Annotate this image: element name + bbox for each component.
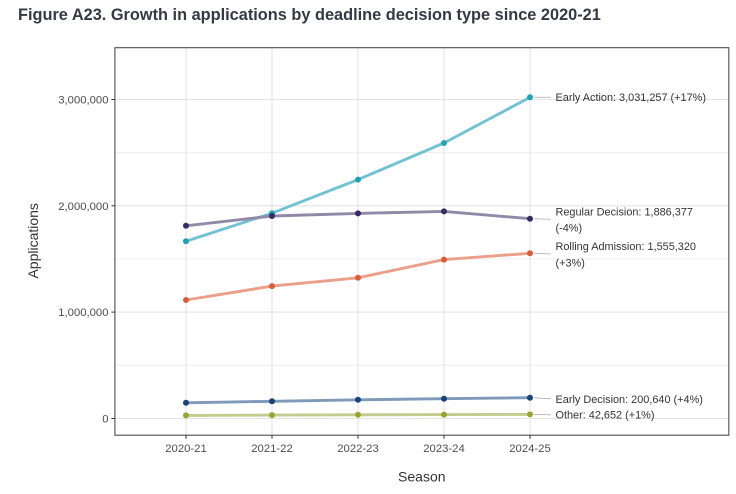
svg-text:2024-25: 2024-25	[509, 443, 550, 455]
svg-text:2023-24: 2023-24	[423, 443, 464, 455]
svg-text:1,000,000: 1,000,000	[58, 307, 108, 319]
svg-text:2020-21: 2020-21	[165, 443, 206, 455]
svg-text:2022-23: 2022-23	[337, 443, 378, 455]
svg-text:0: 0	[102, 414, 108, 426]
svg-text:Figure A23. Growth in applicat: Figure A23. Growth in applications by de…	[18, 6, 601, 24]
svg-text:3,000,000: 3,000,000	[58, 95, 108, 107]
svg-text:Applications: Applications	[25, 203, 41, 279]
svg-text:Regular Decision: 1,886,377: Regular Decision: 1,886,377	[556, 206, 693, 218]
svg-text:(-4%): (-4%)	[556, 223, 583, 235]
svg-text:(+3%): (+3%)	[556, 257, 585, 269]
svg-text:2021-22: 2021-22	[251, 443, 292, 455]
svg-text:Rolling Admission: 1,555,320: Rolling Admission: 1,555,320	[556, 241, 696, 253]
svg-text:Early Decision: 200,640 (+4%): Early Decision: 200,640 (+4%)	[556, 394, 703, 406]
svg-text:Season: Season	[398, 469, 445, 485]
svg-text:Early Action: 3,031,257 (+17%): Early Action: 3,031,257 (+17%)	[556, 92, 706, 104]
svg-text:2,000,000: 2,000,000	[58, 201, 108, 213]
svg-text:Other: 42,652 (+1%): Other: 42,652 (+1%)	[556, 410, 655, 422]
